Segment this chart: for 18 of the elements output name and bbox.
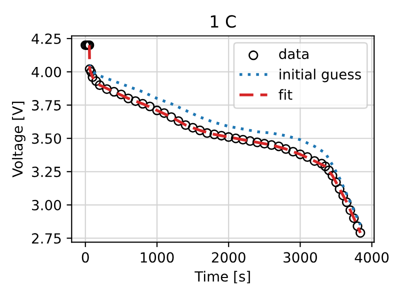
y-axis-title: Voltage [V] [12, 102, 26, 178]
y-tick-label: 3.50 [32, 133, 61, 144]
x-tick-label: 3000 [284, 252, 317, 263]
legend-label: data [279, 48, 308, 60]
legend-label: initial guess [280, 68, 361, 82]
y-tick-label: 3.75 [32, 100, 61, 111]
y-tick-label: 2.75 [32, 233, 61, 244]
y-tick-label: 3.00 [32, 200, 61, 210]
x-tick-label: 4000 [354, 252, 389, 263]
x-tick-label: 1000 [140, 252, 174, 263]
y-tick-label: 4.25 [32, 34, 61, 44]
x-tick-label: 2000 [212, 252, 246, 263]
y-tick-label: 4.00 [32, 66, 61, 78]
x-tick-label: 0 [82, 252, 89, 263]
y-tick-label: 3.25 [32, 166, 61, 178]
chart-title: 1 C [210, 15, 236, 28]
legend-label: fit [278, 89, 292, 100]
x-axis-title: Time [s] [194, 270, 250, 284]
